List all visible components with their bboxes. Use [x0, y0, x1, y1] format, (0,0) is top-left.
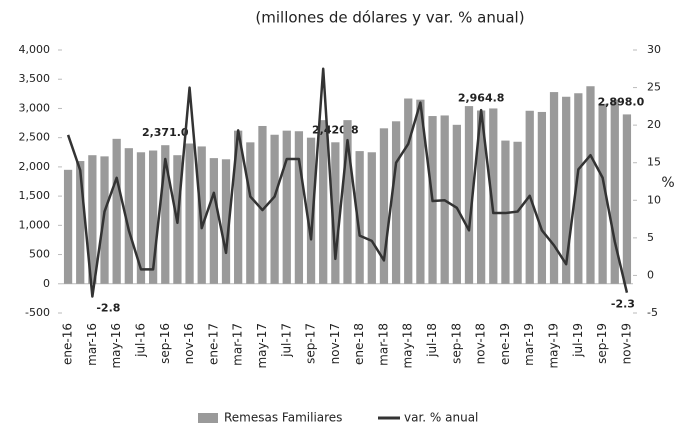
x-tick-label: sep-16	[158, 323, 172, 364]
y-tick-label: 0	[43, 277, 50, 290]
x-tick-label: mar-17	[231, 323, 245, 366]
x-tick-label: mar-19	[522, 323, 536, 366]
bar	[63, 169, 73, 284]
bar	[185, 143, 194, 284]
x-tick-label: sep-18	[449, 323, 463, 364]
x-tick-label: jul-19	[571, 323, 585, 358]
bar	[209, 158, 218, 284]
y2-tick-label: 0	[647, 268, 654, 281]
x-tick-label: nov-19	[619, 323, 633, 364]
x-tick-label: may-18	[401, 323, 415, 369]
x-tick-label: nov-16	[182, 323, 196, 364]
data-label: 2,898.0	[598, 95, 645, 108]
x-tick-label: sep-19	[595, 323, 609, 364]
bar	[161, 145, 170, 284]
bar	[367, 152, 376, 284]
y-tick-label: -500	[25, 306, 50, 319]
bar	[379, 128, 389, 284]
legend-label: var. % anual	[404, 411, 478, 425]
x-tick-label: jul-18	[425, 323, 439, 358]
y-tick-label: 3,500	[19, 72, 51, 85]
bar	[88, 155, 97, 284]
y-tick-label: 3,000	[19, 101, 51, 114]
y-tick-label: 2,000	[19, 160, 51, 173]
y-tick-label: 2,500	[19, 131, 51, 144]
x-tick-label: may-16	[109, 323, 123, 369]
legend-label: Remesas Familiares	[224, 411, 342, 425]
x-tick-label: nov-18	[474, 323, 488, 364]
data-label: -2.3	[611, 298, 635, 311]
bar	[246, 142, 255, 284]
bar	[489, 108, 498, 284]
bar	[622, 114, 632, 284]
bar	[294, 131, 304, 284]
y2-tick-label: 5	[647, 231, 654, 244]
bar	[234, 130, 243, 284]
bar	[136, 152, 146, 284]
bar	[537, 111, 547, 284]
bar	[343, 120, 352, 284]
data-label: -2.8	[96, 301, 120, 314]
x-tick-label: mar-18	[376, 323, 390, 366]
x-tick-label: ene-16	[61, 323, 75, 365]
line	[66, 67, 629, 298]
bar	[391, 121, 401, 284]
x-tick-label: may-19	[547, 323, 561, 369]
bar	[464, 106, 474, 284]
bar	[76, 161, 85, 284]
bar	[124, 148, 133, 284]
y-tick-label: 1,500	[19, 189, 51, 202]
bar	[562, 96, 571, 284]
y2-tick-label: 30	[647, 43, 661, 56]
bar	[477, 110, 486, 284]
data-label: 2,371.0	[142, 126, 189, 139]
bar	[549, 92, 559, 284]
bar	[598, 103, 607, 284]
y-tick-label: 4,000	[19, 43, 51, 56]
bar	[331, 142, 340, 284]
x-tick-label: may-17	[255, 323, 269, 369]
bar	[452, 124, 461, 284]
legend-swatch	[198, 413, 218, 423]
bar	[148, 150, 158, 284]
x-tick-label: jul-17	[279, 323, 293, 358]
bar	[416, 99, 425, 284]
x-tick-label: ene-17	[206, 323, 220, 365]
bar	[355, 151, 364, 284]
x-tick-label: ene-18	[352, 323, 366, 365]
x-tick-label: sep-17	[304, 323, 318, 364]
y-tick-label: 500	[29, 248, 50, 261]
bar	[258, 125, 267, 284]
y2-tick-label: 15	[647, 156, 661, 169]
bar	[221, 159, 231, 284]
bar	[574, 93, 583, 284]
bar	[112, 138, 121, 284]
x-tick-label: mar-16	[85, 323, 99, 366]
bar	[319, 120, 328, 284]
y2-tick-label: 25	[647, 81, 661, 94]
bar	[306, 137, 316, 284]
chart-title: (millones de dólares y var. % anual)	[255, 9, 524, 27]
bar	[586, 86, 595, 284]
bar	[404, 98, 413, 284]
bar	[610, 99, 619, 284]
x-tick-label: jul-16	[133, 323, 147, 358]
y-tick-label: 1,000	[19, 218, 51, 231]
bar	[282, 130, 291, 284]
y2-tick-label: 10	[647, 193, 661, 206]
y2-axis-label: %	[661, 175, 674, 191]
y2-tick-label: 20	[647, 118, 661, 131]
x-tick-label: ene-19	[498, 323, 512, 365]
y2-tick-label: -5	[647, 306, 658, 319]
data-label: 2,964.8	[458, 92, 505, 105]
x-tick-label: nov-17	[328, 323, 342, 364]
bar	[270, 134, 279, 284]
